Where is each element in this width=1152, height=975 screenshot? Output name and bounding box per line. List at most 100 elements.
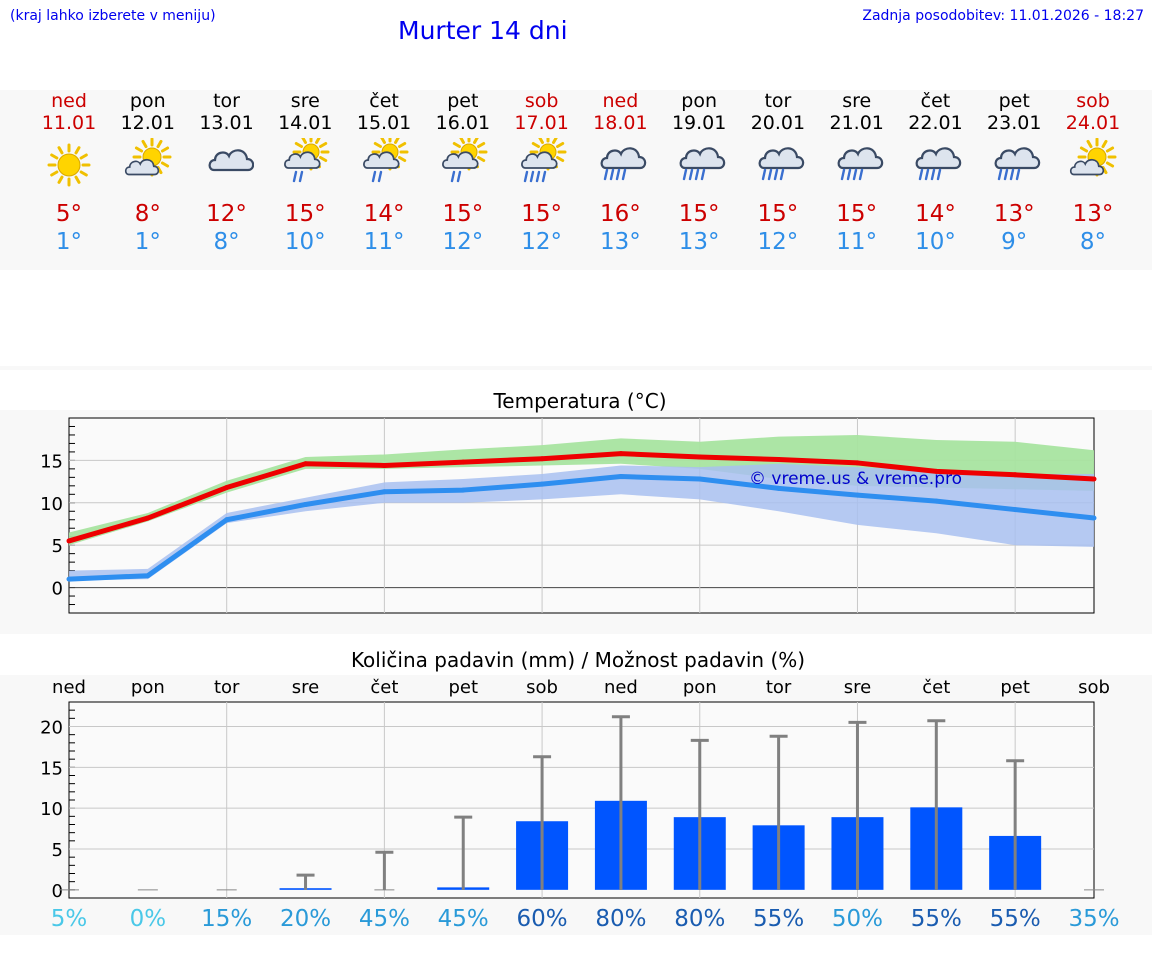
forecast-day: ned 18.01 16° 13° — [575, 90, 665, 256]
day-name: pet — [998, 90, 1030, 112]
cloud-rain-icon — [758, 147, 805, 181]
precip-probability: 55% — [911, 906, 962, 932]
precip-day-label: sob — [1078, 677, 1110, 698]
y-tick-label: 15 — [40, 451, 63, 472]
min-temp-point — [224, 517, 230, 523]
precip-probability: 15% — [201, 906, 252, 932]
precip-day-label: čet — [370, 677, 398, 698]
precipitation-title: Količina padavin (mm) / Možnost padavin … — [351, 648, 805, 672]
temp-min: 8° — [1079, 229, 1107, 255]
sun-cloud-light-rain-icon — [284, 138, 330, 183]
max-temp-point — [697, 454, 703, 460]
y-tick-label: 0 — [52, 579, 63, 600]
precip-probability: 50% — [832, 906, 883, 932]
temp-min: 11° — [836, 229, 878, 255]
max-temp-point — [933, 468, 939, 474]
precip-probability: 20% — [280, 906, 331, 932]
max-temp-point — [224, 485, 230, 491]
region-hint[interactable]: (kraj lahko izberete v meniju) — [10, 8, 216, 24]
day-date: 15.01 — [356, 112, 412, 134]
cloud-rain-icon — [679, 147, 726, 181]
day-date: 22.01 — [908, 112, 963, 134]
precip-probability: 60% — [517, 906, 568, 932]
temp-min: 1° — [55, 229, 83, 255]
day-date: 24.01 — [1065, 112, 1121, 134]
day-date: 18.01 — [593, 112, 648, 134]
max-temperature-line — [68, 451, 1095, 544]
temp-min: 8° — [213, 229, 240, 255]
max-temp-point — [539, 456, 545, 462]
y-tick-label: 10 — [40, 799, 63, 820]
temp-max: 15° — [836, 201, 878, 227]
cloud-rain-icon — [837, 147, 883, 181]
separator-band — [0, 366, 1152, 370]
forecast-day: čet 15.01 14° 11° — [339, 90, 429, 256]
temperature-title: Temperatura (°C) — [492, 389, 666, 413]
precip-day-label: pet — [448, 677, 478, 698]
temp-min: 11° — [363, 229, 405, 255]
precip-probability: 55% — [753, 906, 804, 932]
min-temp-point — [697, 476, 703, 482]
precip-day-label: sre — [844, 677, 871, 698]
sun-cloud-icon — [1069, 138, 1117, 177]
temp-max: 13° — [993, 201, 1035, 227]
forecast-day: sob 24.01 13° 8° — [1048, 90, 1138, 256]
last-updated: Zadnja posodobitev: 11.01.2026 - 18:27 — [862, 8, 1144, 24]
sun-cloud-icon — [124, 138, 172, 177]
day-date: 16.01 — [435, 112, 491, 134]
temp-min: 9° — [1001, 229, 1028, 255]
y-tick-label: 15 — [40, 758, 63, 779]
min-temp-point — [145, 573, 151, 579]
day-date: 11.01 — [41, 112, 97, 134]
temp-max: 15° — [521, 201, 562, 227]
cloud-icon — [208, 149, 254, 172]
temp-min: 10° — [915, 229, 956, 255]
forecast-day: pet 16.01 15° 12° — [418, 90, 508, 256]
sun-cloud-light-rain-icon — [363, 138, 409, 183]
day-name: čet — [920, 90, 951, 112]
temp-max: 15° — [757, 201, 799, 227]
temp-max: 15° — [442, 201, 484, 227]
sun-icon — [47, 143, 91, 187]
min-temp-point — [1091, 515, 1097, 521]
y-tick-label: 5 — [52, 840, 63, 861]
temp-min: 12° — [521, 229, 562, 255]
min-temp-point — [66, 576, 72, 582]
temp-max: 16° — [599, 201, 641, 227]
y-tick-label: 0 — [52, 881, 63, 902]
forecast-day: sre 14.01 15° 10° — [260, 90, 350, 256]
cloud-rain-icon — [600, 147, 647, 181]
max-temp-point — [1012, 472, 1018, 478]
y-tick-label: 10 — [40, 494, 63, 515]
precip-day-label: čet — [922, 677, 950, 698]
precip-probability: 35% — [1068, 906, 1119, 932]
max-temp-point — [460, 459, 466, 465]
temp-min: 12° — [442, 229, 484, 255]
precipitation-chart: Količina padavin (mm) / Možnost padavin … — [40, 648, 1119, 932]
precip-probability: 80% — [595, 906, 646, 932]
max-temp-point — [854, 460, 860, 466]
forecast-day: sre 21.01 15° 11° — [812, 90, 902, 256]
precip-day-label: tor — [214, 677, 240, 698]
day-name: pet — [447, 90, 479, 112]
precip-day-label: sre — [292, 677, 319, 698]
y-tick-label: 20 — [40, 718, 63, 739]
day-date: 21.01 — [829, 112, 884, 134]
day-date: 12.01 — [120, 112, 175, 134]
precip-day-label: pon — [683, 677, 717, 698]
temp-max: 14° — [915, 201, 956, 227]
temp-max: 8° — [134, 201, 161, 227]
precip-day-label: pet — [1000, 677, 1030, 698]
day-date: 17.01 — [514, 112, 569, 134]
day-date: 20.01 — [750, 112, 806, 134]
cloud-rain-icon — [916, 147, 962, 181]
day-name: pon — [129, 90, 166, 112]
day-date: 14.01 — [278, 112, 333, 134]
precip-probability: 5% — [51, 906, 88, 932]
temp-min: 12° — [757, 229, 799, 255]
cloud-rain-icon — [994, 147, 1041, 181]
y-tick-label: 5 — [52, 536, 63, 557]
precip-day-label: ned — [52, 677, 86, 698]
min-temp-point — [776, 485, 782, 491]
min-temperature-line — [68, 474, 1095, 582]
